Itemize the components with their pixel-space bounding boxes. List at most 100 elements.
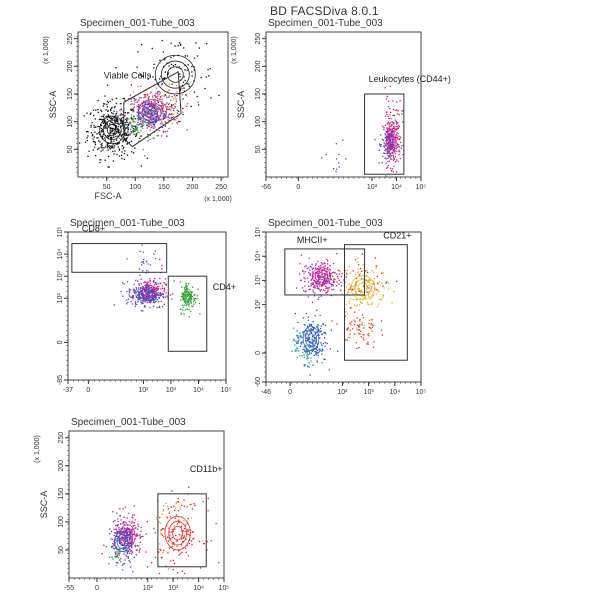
- event-point: [140, 283, 142, 285]
- event-point: [327, 290, 329, 293]
- event-point: [100, 118, 102, 121]
- event-point: [93, 140, 95, 143]
- event-point: [147, 119, 149, 122]
- event-point: [134, 99, 136, 101]
- event-point: [143, 110, 145, 112]
- event-point: [387, 166, 389, 169]
- event-point: [386, 281, 388, 283]
- event-point: [305, 265, 307, 267]
- event-point: [177, 498, 179, 500]
- event-point: [114, 532, 117, 534]
- x-tick-label: 10⁴: [193, 585, 204, 592]
- event-point: [359, 298, 361, 300]
- event-point: [99, 161, 101, 164]
- event-point: [152, 301, 155, 303]
- event-point: [316, 331, 318, 334]
- event-point: [371, 270, 373, 272]
- event-point: [191, 298, 193, 300]
- event-point: [355, 342, 357, 344]
- x-tick-label: 10⁵: [416, 184, 427, 191]
- event-point: [186, 284, 188, 287]
- event-point: [117, 119, 119, 121]
- event-point: [395, 147, 397, 150]
- event-point: [97, 125, 99, 128]
- event-point: [315, 331, 317, 333]
- event-point: [317, 287, 319, 289]
- event-point: [112, 113, 114, 115]
- event-point: [316, 309, 318, 311]
- event-point: [383, 129, 385, 131]
- event-point: [346, 273, 348, 275]
- event-point: [154, 301, 156, 303]
- event-point: [188, 534, 190, 536]
- event-point: [300, 254, 302, 256]
- event-point: [149, 138, 151, 140]
- event-point: [302, 317, 304, 319]
- event-point: [373, 271, 375, 274]
- event-point: [166, 116, 168, 118]
- event-point: [322, 323, 325, 325]
- event-point: [363, 327, 365, 329]
- event-point: [305, 290, 307, 292]
- event-point: [176, 122, 178, 124]
- event-point: [118, 149, 121, 151]
- event-point: [394, 130, 396, 132]
- event-point: [313, 273, 315, 275]
- event-point: [152, 107, 154, 109]
- event-point: [161, 39, 163, 42]
- event-point: [352, 298, 354, 301]
- event-point: [303, 354, 305, 356]
- event-point: [135, 296, 138, 298]
- event-point: [402, 110, 404, 112]
- event-point: [146, 297, 148, 299]
- event-point: [107, 135, 110, 138]
- event-point: [307, 350, 309, 352]
- event-point: [143, 306, 145, 308]
- event-point: [159, 293, 161, 296]
- event-point: [92, 138, 94, 140]
- event-point: [172, 116, 175, 118]
- event-point: [186, 308, 188, 310]
- event-point: [154, 289, 156, 292]
- event-point: [164, 529, 166, 531]
- event-point: [174, 507, 177, 509]
- event-point: [184, 530, 186, 533]
- event-point: [114, 150, 116, 152]
- event-point: [167, 106, 169, 108]
- event-point: [140, 135, 142, 137]
- event-point: [148, 284, 150, 287]
- event-point: [158, 91, 160, 93]
- event-point: [114, 551, 116, 553]
- event-point: [315, 351, 317, 353]
- event-point: [310, 324, 312, 326]
- event-point: [345, 272, 348, 274]
- event-point: [113, 548, 115, 550]
- event-point: [162, 106, 164, 108]
- event-point: [147, 98, 150, 100]
- y-tick-label: 250: [255, 33, 262, 45]
- event-point: [133, 101, 135, 103]
- event-point: [353, 311, 356, 313]
- event-point: [134, 538, 137, 540]
- y-tick-label: 200: [67, 60, 74, 72]
- event-point: [369, 279, 372, 281]
- event-point: [107, 114, 109, 116]
- event-point: [164, 125, 167, 127]
- event-point: [120, 519, 122, 521]
- x-tick-label: 10³: [168, 585, 179, 592]
- event-point: [133, 131, 135, 133]
- event-point: [127, 128, 129, 130]
- event-point: [315, 283, 317, 285]
- event-point: [168, 103, 170, 105]
- event-point: [158, 305, 161, 308]
- event-point: [170, 63, 173, 66]
- event-point: [391, 158, 393, 160]
- event-point: [293, 339, 295, 342]
- event-point: [137, 525, 140, 527]
- event-point: [151, 125, 153, 128]
- event-point: [110, 107, 113, 109]
- event-point: [137, 117, 140, 119]
- event-point: [169, 108, 171, 111]
- event-point: [116, 122, 118, 125]
- event-point: [362, 337, 364, 339]
